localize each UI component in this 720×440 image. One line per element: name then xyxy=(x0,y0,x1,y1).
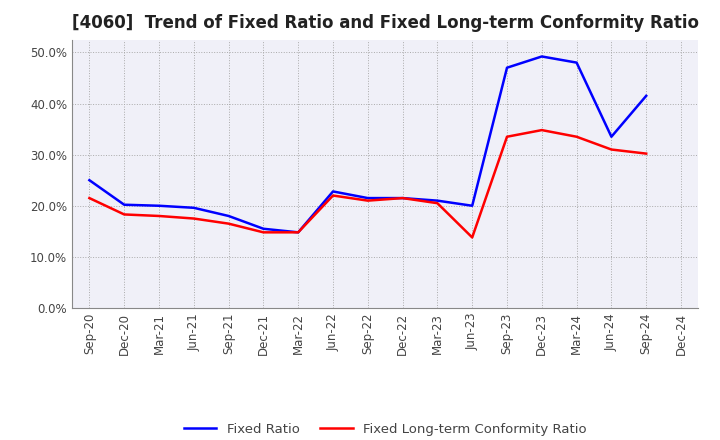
Fixed Ratio xyxy=(642,93,651,99)
Fixed Ratio xyxy=(537,54,546,59)
Fixed Long-term Conformity Ratio xyxy=(85,195,94,201)
Fixed Ratio xyxy=(294,230,302,235)
Fixed Long-term Conformity Ratio xyxy=(364,198,372,203)
Fixed Long-term Conformity Ratio xyxy=(328,193,337,198)
Fixed Ratio xyxy=(503,65,511,70)
Line: Fixed Ratio: Fixed Ratio xyxy=(89,56,647,232)
Fixed Ratio xyxy=(607,134,616,139)
Fixed Long-term Conformity Ratio xyxy=(503,134,511,139)
Fixed Long-term Conformity Ratio xyxy=(398,195,407,201)
Fixed Ratio xyxy=(433,198,442,203)
Fixed Long-term Conformity Ratio xyxy=(155,213,163,219)
Fixed Long-term Conformity Ratio xyxy=(537,128,546,133)
Fixed Ratio xyxy=(85,178,94,183)
Title: [4060]  Trend of Fixed Ratio and Fixed Long-term Conformity Ratio: [4060] Trend of Fixed Ratio and Fixed Lo… xyxy=(72,15,698,33)
Fixed Long-term Conformity Ratio xyxy=(294,230,302,235)
Fixed Long-term Conformity Ratio xyxy=(572,134,581,139)
Line: Fixed Long-term Conformity Ratio: Fixed Long-term Conformity Ratio xyxy=(89,130,647,238)
Legend: Fixed Ratio, Fixed Long-term Conformity Ratio: Fixed Ratio, Fixed Long-term Conformity … xyxy=(179,418,592,440)
Fixed Ratio xyxy=(189,205,198,210)
Fixed Ratio xyxy=(155,203,163,209)
Fixed Long-term Conformity Ratio xyxy=(120,212,129,217)
Fixed Ratio xyxy=(328,189,337,194)
Fixed Ratio xyxy=(398,195,407,201)
Fixed Ratio xyxy=(120,202,129,207)
Fixed Long-term Conformity Ratio xyxy=(189,216,198,221)
Fixed Long-term Conformity Ratio xyxy=(433,201,442,206)
Fixed Long-term Conformity Ratio xyxy=(259,230,268,235)
Fixed Ratio xyxy=(225,213,233,219)
Fixed Ratio xyxy=(259,226,268,231)
Fixed Long-term Conformity Ratio xyxy=(642,151,651,156)
Fixed Long-term Conformity Ratio xyxy=(468,235,477,240)
Fixed Ratio xyxy=(572,60,581,65)
Fixed Long-term Conformity Ratio xyxy=(225,221,233,226)
Fixed Long-term Conformity Ratio xyxy=(607,147,616,152)
Fixed Ratio xyxy=(468,203,477,209)
Fixed Ratio xyxy=(364,195,372,201)
